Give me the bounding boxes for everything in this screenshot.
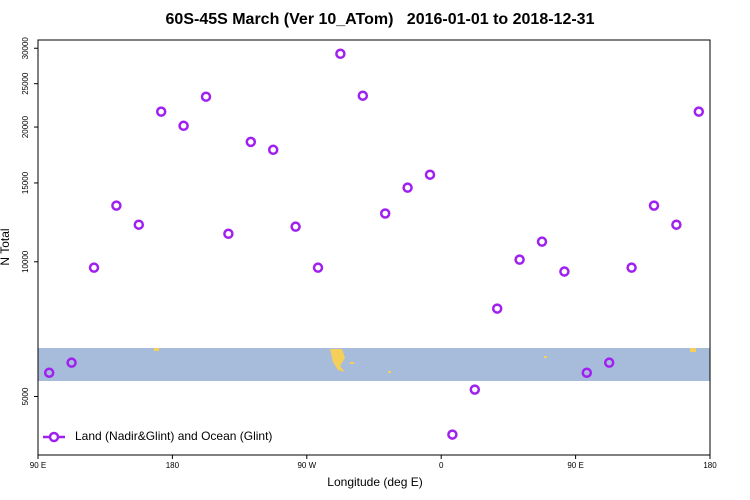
legend-label: Land (Nadir&Glint) and Ocean (Glint) [75,429,272,443]
point [155,106,167,117]
point [178,120,189,132]
point [267,144,279,156]
point [379,208,391,219]
point [312,262,324,273]
y-tick-label: 5000 [21,387,30,405]
point [469,384,481,395]
point [559,266,570,277]
plot-frame [37,39,711,456]
point [111,200,122,211]
y-tick-label: 30000 [21,37,30,60]
point [133,219,145,230]
x-tick-label: 90 E [30,461,46,470]
x-tick-label: 180 [703,461,717,470]
point [424,169,436,180]
point [223,228,234,240]
point [648,200,660,211]
land [154,348,696,373]
point [693,106,705,117]
point [200,91,212,102]
x-tick-label: 180 [166,461,180,470]
point [603,357,615,368]
y-tick-label: 25000 [21,72,30,95]
point [626,262,637,273]
point [402,182,413,193]
point [335,48,346,60]
point [245,136,257,148]
x-tick-label: 90 E [567,461,583,470]
point [357,90,369,101]
x-tick-label: 90 W [297,461,316,470]
point [671,219,682,230]
x-axis-label: Longitude (deg E) [327,475,422,489]
point [43,367,55,378]
point [88,262,100,273]
legend-marker [48,431,60,443]
point [290,221,301,232]
point [514,254,525,265]
point [536,236,548,247]
chart-title: 60S-45S March (Ver 10_ATom) 2016-01-01 t… [166,11,595,28]
point [581,367,593,378]
x-tick-label: 0 [439,461,444,470]
y-tick-label: 15000 [21,171,30,194]
map-band [38,348,710,381]
y-tick-label: 20000 [21,115,30,138]
y-axis-label: N Total [0,228,12,265]
point [447,429,458,440]
point [66,357,77,368]
point [491,303,503,314]
y-tick-label: 10000 [21,250,30,273]
